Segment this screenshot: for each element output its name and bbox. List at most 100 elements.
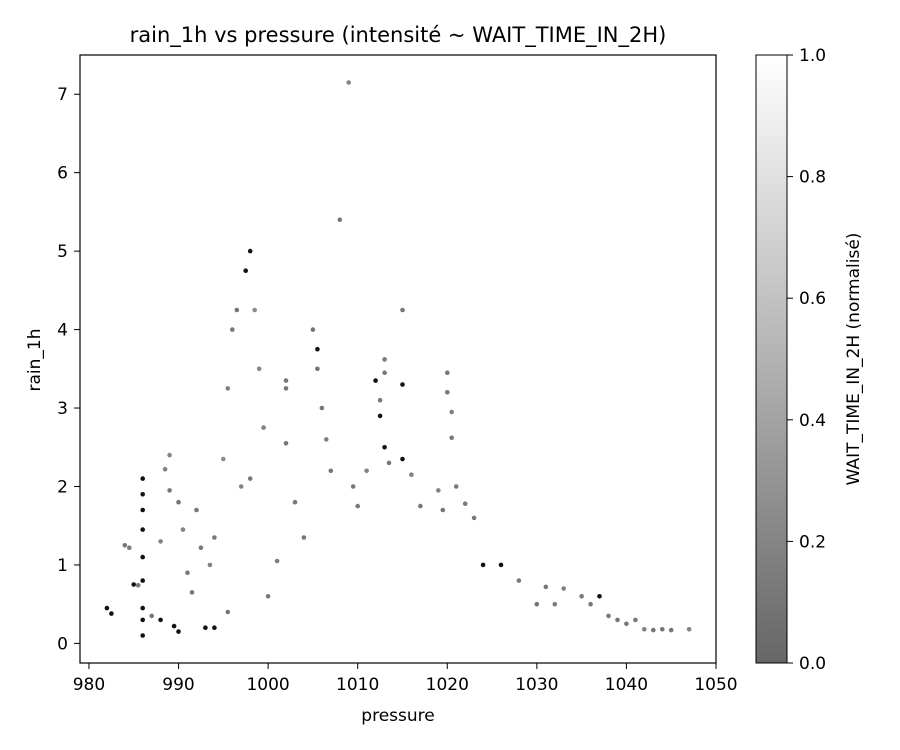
data-point xyxy=(436,488,441,493)
x-tick-label: 1040 xyxy=(605,675,648,695)
data-point xyxy=(624,621,629,627)
data-point xyxy=(377,413,383,419)
data-point xyxy=(377,397,383,403)
data-point xyxy=(109,611,114,616)
colorbar-tick-label: 0.0 xyxy=(799,654,826,674)
data-point xyxy=(386,460,392,466)
data-point xyxy=(310,327,316,332)
data-point xyxy=(440,507,446,513)
data-point xyxy=(400,382,405,387)
data-point xyxy=(400,456,405,462)
colorbar: 0.0 0.2 0.4 0.6 0.8 1.0 WAIT_TIME_IN_2H (norm… xyxy=(755,46,864,674)
data-point xyxy=(185,570,190,576)
plot-frame xyxy=(79,54,717,664)
data-point xyxy=(606,613,611,619)
data-point xyxy=(543,584,549,590)
data-point xyxy=(203,625,208,630)
data-point xyxy=(158,539,163,544)
data-point xyxy=(453,484,459,489)
data-point xyxy=(382,445,387,450)
data-point xyxy=(127,545,132,550)
data-point xyxy=(149,613,154,619)
data-point xyxy=(315,346,320,352)
data-point xyxy=(247,248,253,254)
x-tick-label: 1020 xyxy=(426,675,469,695)
data-point xyxy=(140,476,145,481)
data-point xyxy=(449,409,455,415)
data-point xyxy=(660,627,665,632)
data-point xyxy=(265,594,271,599)
x-tick-label: 1010 xyxy=(336,675,379,695)
data-point xyxy=(642,627,647,632)
x-tick-label: 1000 xyxy=(246,675,289,695)
y-tick-label: 2 xyxy=(57,477,68,497)
plot-area xyxy=(79,54,717,664)
data-point xyxy=(194,507,199,513)
data-point xyxy=(615,617,620,623)
data-point xyxy=(449,435,455,441)
data-point xyxy=(364,468,369,474)
data-point xyxy=(445,370,450,376)
data-point xyxy=(221,456,226,462)
data-point xyxy=(480,562,486,568)
y-tick-label: 5 xyxy=(57,242,68,262)
data-point xyxy=(686,627,692,632)
colorbar-tick-label: 1.0 xyxy=(799,46,826,66)
colorbar-tick-label: 0.6 xyxy=(799,289,826,309)
data-point xyxy=(355,503,361,509)
data-point xyxy=(140,605,145,611)
data-point xyxy=(516,578,522,583)
data-point xyxy=(301,535,307,540)
data-point xyxy=(140,578,145,583)
colorbar-gradient xyxy=(755,54,788,664)
data-point xyxy=(337,217,343,222)
data-point xyxy=(256,366,262,372)
data-point xyxy=(212,535,217,540)
x-tick-label: 1030 xyxy=(515,675,558,695)
data-point xyxy=(283,441,289,446)
data-point xyxy=(140,492,145,497)
data-point xyxy=(140,527,145,532)
x-tick-label: 980 xyxy=(73,675,105,695)
data-point xyxy=(167,452,172,458)
data-point xyxy=(140,633,145,638)
data-point xyxy=(135,583,141,588)
data-point xyxy=(238,484,244,489)
data-point xyxy=(247,476,253,481)
data-point xyxy=(633,617,638,623)
data-point xyxy=(346,80,352,85)
data-point xyxy=(252,307,257,313)
data-point xyxy=(131,582,136,587)
data-point xyxy=(651,627,656,633)
data-point xyxy=(212,625,217,630)
y-tick-label: 4 xyxy=(57,321,68,341)
data-point xyxy=(189,590,195,595)
data-point xyxy=(445,390,450,395)
data-point xyxy=(462,501,468,507)
data-point xyxy=(140,617,145,623)
data-point xyxy=(176,499,181,505)
data-point xyxy=(225,609,231,615)
data-point xyxy=(230,327,235,332)
data-point xyxy=(382,370,387,376)
data-point xyxy=(324,437,329,442)
data-point xyxy=(122,543,128,548)
points-layer xyxy=(104,80,692,638)
colorbar-tick-label: 0.4 xyxy=(799,411,826,431)
y-axis: 0 1 2 3 4 5 6 7 xyxy=(57,85,80,654)
data-point xyxy=(552,601,558,607)
x-axis-label: pressure xyxy=(361,706,434,726)
y-tick-label: 0 xyxy=(57,634,68,654)
data-point xyxy=(176,629,181,634)
chart-title: rain_1h vs pressure (intensité ~ WAIT_TI… xyxy=(130,23,667,48)
data-point xyxy=(162,466,168,472)
y-tick-label: 3 xyxy=(57,399,68,419)
data-point xyxy=(315,366,320,372)
data-point xyxy=(140,507,145,513)
data-point xyxy=(274,558,280,564)
data-point xyxy=(207,562,213,568)
data-point xyxy=(328,468,334,474)
y-tick-label: 1 xyxy=(57,556,68,576)
data-point xyxy=(198,545,204,550)
